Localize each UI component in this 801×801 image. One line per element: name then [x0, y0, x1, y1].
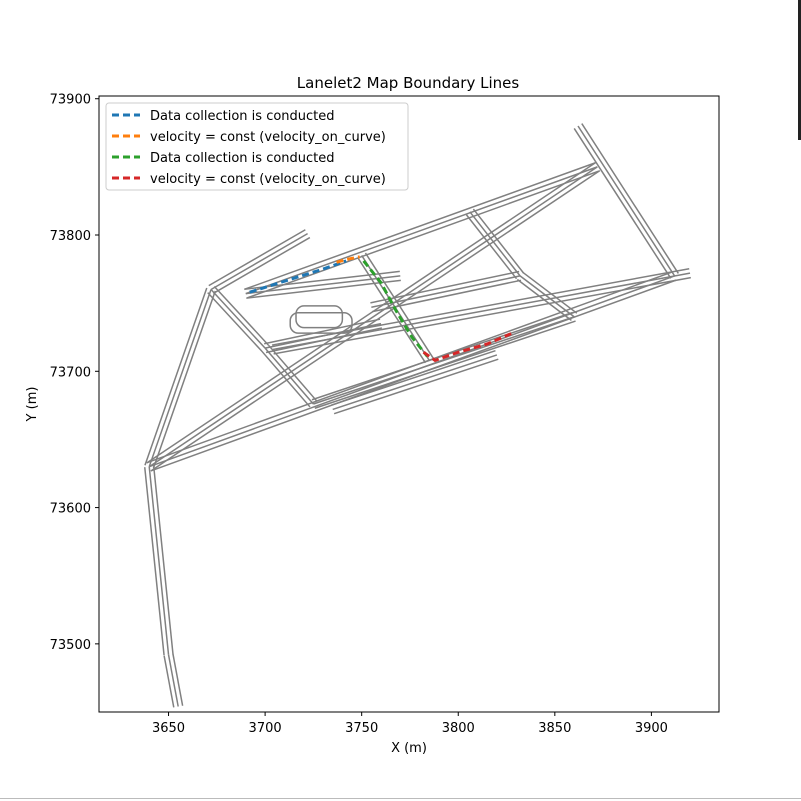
map-boundary-line [314, 320, 576, 409]
map-boundary-line [245, 275, 401, 295]
map-boundary-line [207, 292, 263, 352]
map-boundary-line [472, 208, 525, 274]
x-tick-label: 3850 [538, 721, 571, 736]
map-boundary-line [273, 276, 691, 355]
map-boundary-line [333, 358, 499, 415]
x-tick-label: 3700 [249, 721, 282, 736]
legend-label-4: velocity = const (velocity_on_curve) [150, 172, 386, 187]
map-boundary-line [148, 289, 212, 467]
map-boundary-line [265, 327, 383, 354]
map-boundary-line [210, 232, 308, 291]
map-boundary-line [152, 466, 174, 655]
map-boundary-line [364, 252, 434, 359]
series-line-2 [336, 255, 360, 264]
map-boundary-line [577, 125, 676, 277]
map-boundary-line [264, 347, 314, 405]
legend-label-2: velocity = const (velocity_on_curve) [150, 130, 386, 145]
x-tick-label: 3650 [152, 721, 185, 736]
map-boundary-lines [143, 123, 691, 708]
x-tick-label: 3800 [442, 721, 475, 736]
x-axis-label: X (m) [391, 741, 427, 756]
map-boundary-line [519, 275, 575, 318]
map-boundary-line [163, 655, 175, 708]
map-boundary-line [332, 354, 498, 411]
map-boundary-line [581, 123, 679, 274]
y-tick-label: 73900 [50, 93, 91, 108]
plot-area [143, 123, 691, 708]
map-boundary-line [261, 350, 311, 408]
map-boundary-line [172, 653, 184, 706]
legend-label-1: Data collection is conducted [150, 109, 335, 124]
y-tick-label: 73700 [50, 365, 91, 380]
map-boundary-line [210, 289, 266, 349]
legend-box [105, 102, 409, 191]
plot-frame [98, 95, 720, 713]
map-boundary-line [311, 311, 573, 401]
map-boundary-line [146, 162, 596, 464]
map-boundary-line [247, 170, 600, 299]
series-layer [249, 255, 513, 363]
map-boundary-line [244, 161, 597, 291]
map-boundary-line [152, 290, 216, 469]
map-loop-boundary [289, 311, 353, 334]
right-edge-mark [798, 0, 801, 140]
map-boundary-line [370, 270, 520, 304]
x-tick-label: 3900 [635, 721, 668, 736]
map-boundary-line [148, 166, 598, 468]
map-boundary-line [465, 214, 518, 280]
map-boundary-line [264, 322, 382, 349]
x-axis: 3650 3700 3750 3800 3850 3900 [152, 712, 668, 736]
map-boundary-line [148, 466, 170, 655]
map-boundary-line [331, 349, 496, 406]
map-boundary-line [213, 285, 269, 346]
x-tick-label: 3750 [345, 721, 378, 736]
map-boundary-line [573, 128, 672, 279]
map-boundary-line [264, 318, 381, 345]
map-boundary-line [371, 275, 521, 308]
legend-label-3: Data collection is conducted [150, 151, 335, 166]
map-boundary-line [372, 279, 522, 313]
y-tick-label: 73500 [50, 638, 91, 653]
map-boundary-line [208, 229, 306, 287]
map-boundary-line [143, 467, 165, 656]
series-line-1 [249, 259, 347, 294]
series-line-3 [362, 259, 429, 358]
map-boundary-line [245, 166, 598, 295]
map-loop-boundary [295, 305, 344, 329]
y-tick-label: 73800 [50, 229, 91, 244]
map-boundary-line [313, 316, 575, 405]
map-boundary-line [144, 287, 208, 466]
map-boundary-line [212, 236, 311, 295]
legend: Data collection is conducted velocity = c… [105, 102, 409, 191]
chart-title: Lanelet2 Map Boundary Lines [297, 74, 520, 92]
y-tick-label: 73600 [50, 502, 91, 517]
map-boundary-line [357, 257, 427, 364]
series-line-4 [422, 331, 513, 363]
map-boundary-line [522, 271, 578, 314]
y-axis-label: Y (m) [25, 387, 40, 423]
map-boundary-line [167, 654, 179, 707]
bottom-border [0, 798, 801, 799]
map-boundary-line [267, 344, 318, 402]
map-boundary-line [469, 211, 521, 277]
map-boundary-line [516, 278, 572, 321]
y-axis: 73500 73600 73700 73800 73900 [50, 93, 99, 653]
